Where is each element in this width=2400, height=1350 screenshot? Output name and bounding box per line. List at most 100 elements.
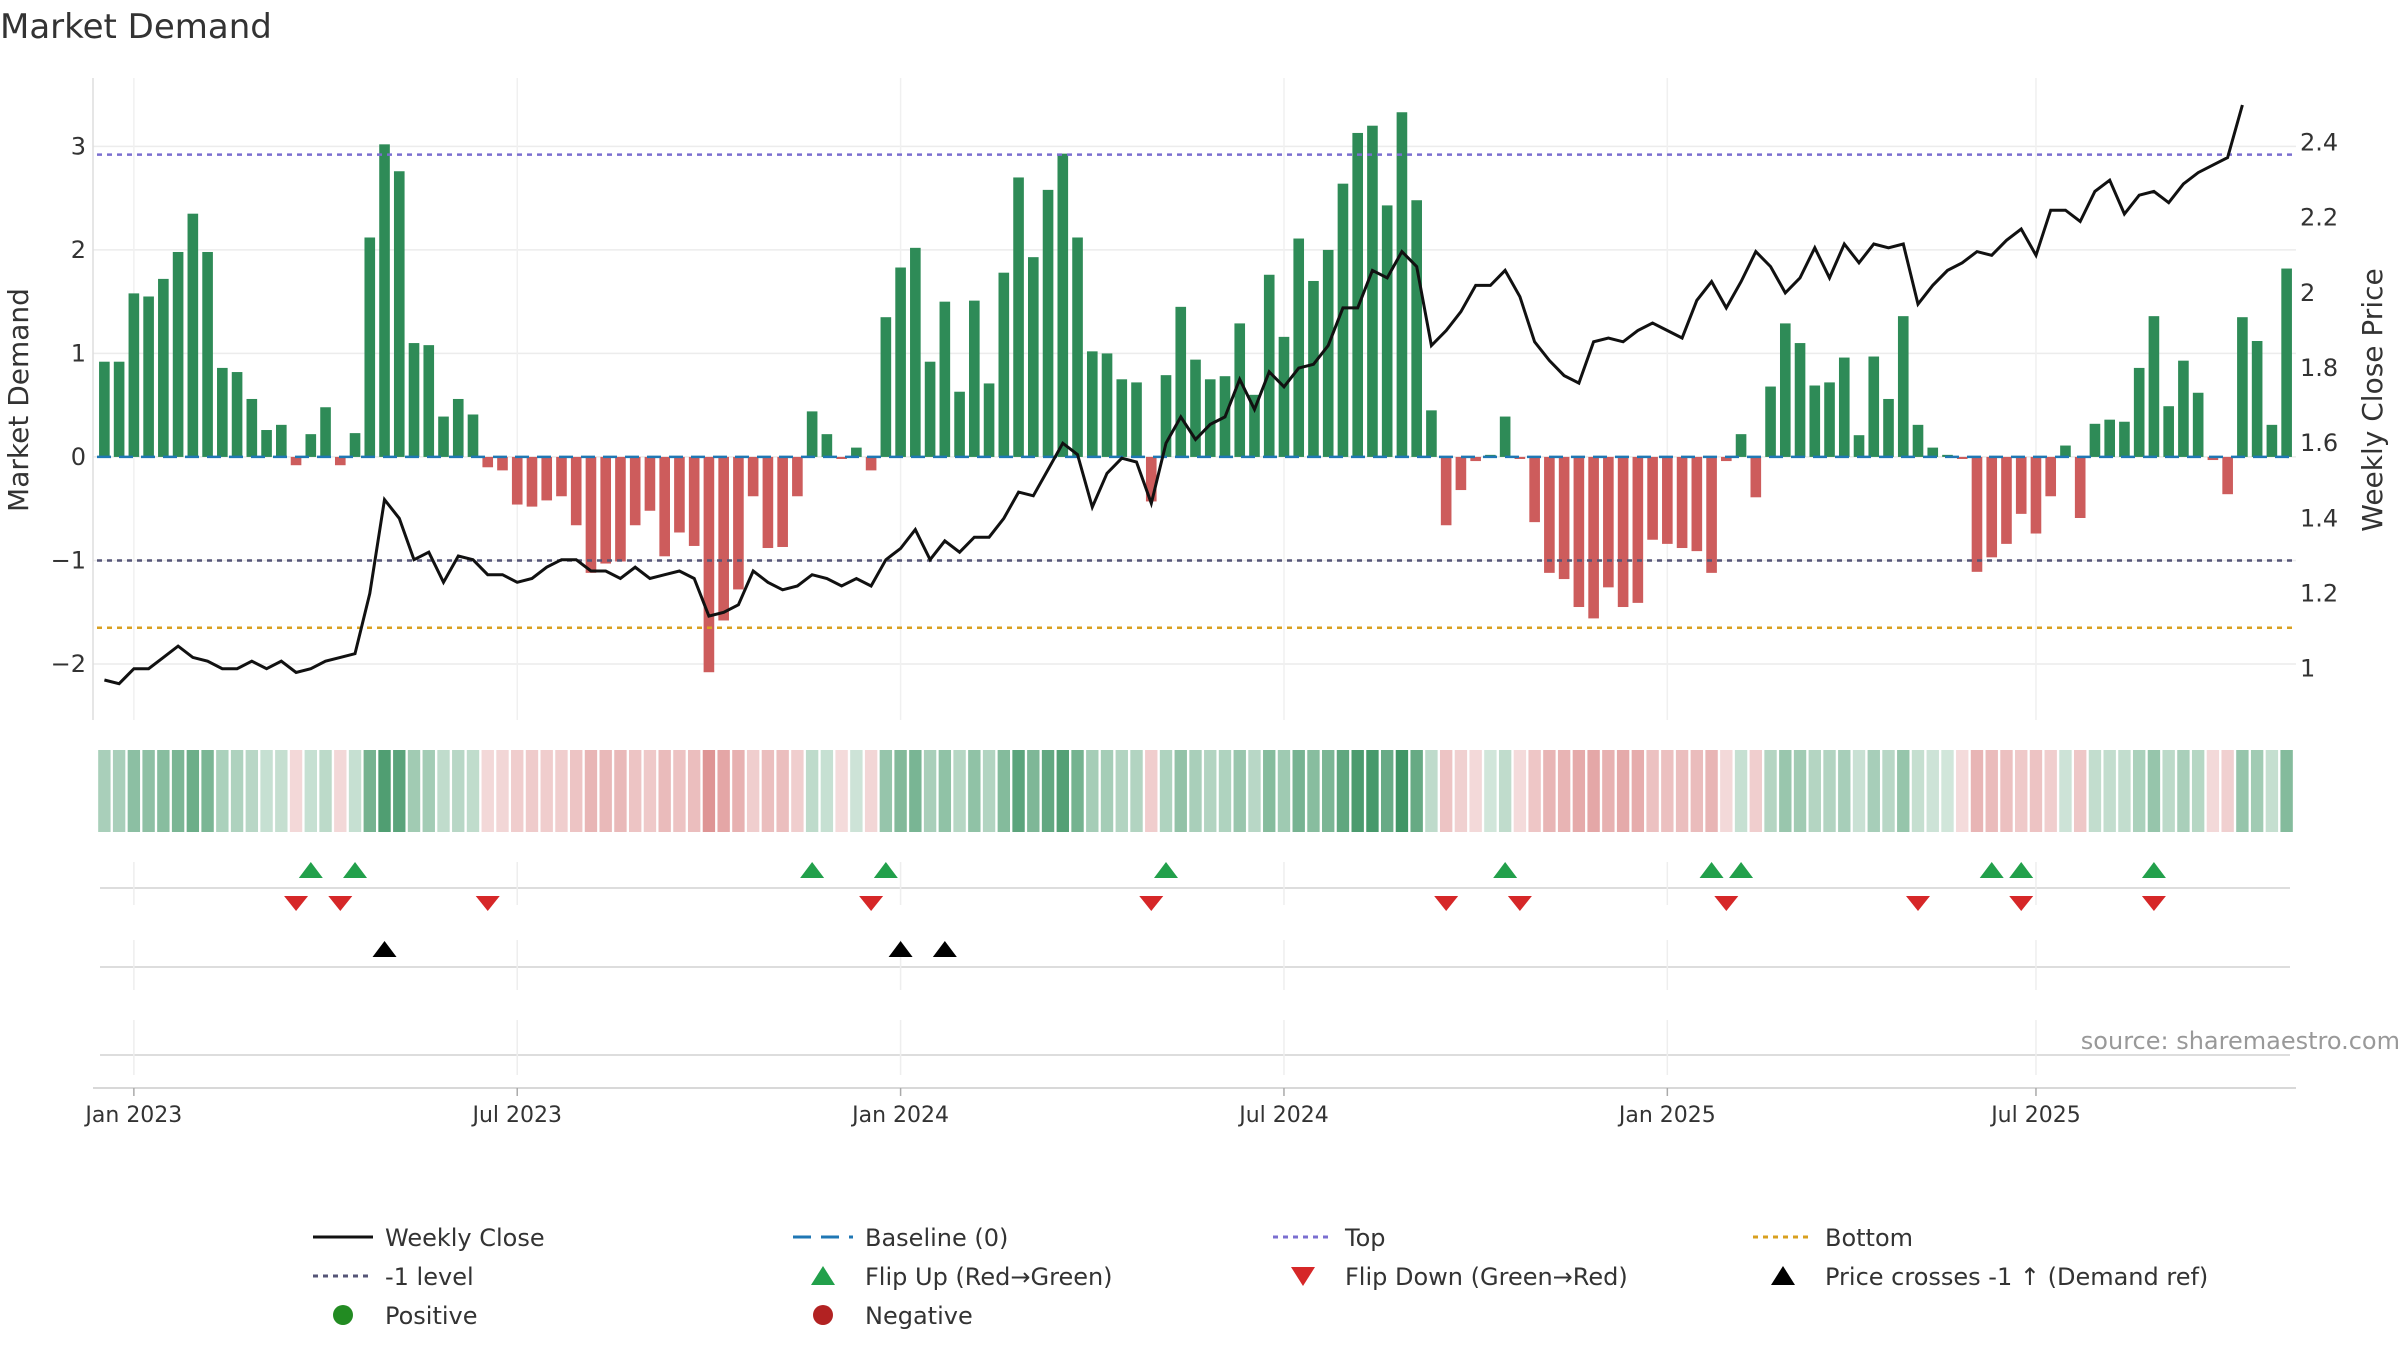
- heat-cell: [805, 750, 819, 832]
- demand-bar: [1027, 257, 1039, 457]
- heat-cell: [923, 750, 937, 832]
- heat-cell: [835, 750, 848, 832]
- heat-cell: [363, 750, 376, 832]
- flip-down-marker: [1434, 896, 1459, 911]
- reference-lines: [97, 153, 2294, 629]
- heat-cell: [2265, 750, 2279, 832]
- heat-cell: [850, 750, 863, 832]
- demand-bar: [511, 456, 523, 505]
- heat-cell: [452, 750, 465, 832]
- heat-cell: [643, 750, 657, 832]
- demand-bar: [423, 345, 435, 457]
- heat-cell: [982, 750, 996, 832]
- x-tick-label: Jan 2025: [1617, 1103, 1716, 1128]
- heat-cell: [746, 750, 760, 832]
- heat-cell: [1439, 750, 1453, 832]
- demand-heat-strip: [98, 750, 2293, 832]
- demand-bar: [290, 456, 302, 466]
- heat-cell: [658, 750, 671, 832]
- y-tick-label: 0: [71, 443, 86, 471]
- heat-cell: [1484, 750, 1497, 832]
- flip-up-marker: [1979, 862, 2004, 878]
- demand-bar: [969, 300, 980, 457]
- heat-cell: [1100, 750, 1114, 832]
- flip-down-marker: [2009, 896, 2034, 911]
- heat-cell: [2088, 750, 2102, 832]
- heat-cell: [1897, 750, 1910, 832]
- demand-bar: [1131, 382, 1142, 457]
- heat-cell: [1218, 750, 1232, 832]
- heat-cell: [1764, 750, 1777, 832]
- flip-up-marker: [298, 862, 323, 878]
- demand-bar: [688, 456, 700, 546]
- demand-bar: [1367, 125, 1378, 457]
- flip-down-marker: [1906, 896, 1931, 911]
- demand-bar: [895, 267, 906, 457]
- flip-up-marker: [1729, 862, 1754, 878]
- y2-tick-label: 2.4: [2300, 129, 2338, 157]
- legend-item: Baseline (0): [793, 1224, 1008, 1252]
- heat-cell: [1646, 750, 1659, 832]
- heat-cell: [2118, 750, 2131, 832]
- heat-cell: [1380, 750, 1394, 832]
- heat-cell: [1882, 750, 1895, 832]
- heat-cell: [761, 750, 775, 832]
- heat-cell: [1233, 750, 1246, 832]
- demand-bar: [1912, 424, 1924, 457]
- heat-cell: [2059, 750, 2072, 832]
- heat-cell: [1159, 750, 1173, 832]
- demand-bar: [305, 434, 317, 457]
- demand-bar: [467, 414, 479, 457]
- heat-cell: [1056, 750, 1069, 832]
- heat-cell: [127, 750, 141, 832]
- demand-bar: [172, 251, 184, 457]
- demand-bar: [276, 424, 287, 457]
- heat-cell: [1543, 750, 1556, 832]
- heat-cell: [2147, 750, 2161, 832]
- weekly-close-line: [104, 104, 2244, 686]
- heat-cell: [717, 750, 730, 832]
- demand-bar: [231, 372, 243, 457]
- legend-label: -1 level: [385, 1263, 474, 1291]
- demand-bar: [2089, 423, 2101, 457]
- heat-cell: [230, 750, 244, 832]
- heat-cell: [1425, 750, 1438, 832]
- heat-cell: [1911, 750, 1925, 832]
- heat-cell: [1587, 750, 1600, 832]
- demand-bar: [1544, 456, 1555, 573]
- demand-bar: [865, 456, 877, 471]
- heat-cell: [953, 750, 966, 832]
- heat-cell: [1145, 750, 1158, 832]
- chart-title: Market Demand: [0, 7, 272, 47]
- demand-bar: [2251, 341, 2263, 457]
- demand-bar: [1396, 112, 1408, 457]
- heat-cell: [2280, 750, 2293, 832]
- demand-bar: [1824, 382, 1835, 457]
- demand-bar: [99, 361, 110, 457]
- heat-cell: [1926, 750, 1939, 832]
- heat-cell: [1041, 750, 1055, 832]
- heat-cell: [555, 750, 568, 832]
- x-tick-label: Jul 2023: [470, 1103, 562, 1128]
- heat-cell: [1779, 750, 1792, 832]
- demand-bar: [2074, 456, 2086, 518]
- heat-cell: [1616, 750, 1630, 832]
- demand-bar: [1662, 456, 1673, 544]
- heat-cell: [879, 750, 893, 832]
- heat-cell: [1336, 750, 1350, 832]
- heat-cell: [968, 750, 981, 832]
- price-cross-marker: [888, 941, 913, 957]
- heat-cell: [1277, 750, 1291, 832]
- y-tick-label: 2: [71, 236, 86, 264]
- flip-up-marker: [1154, 862, 1179, 878]
- flip-up-marker: [1699, 862, 1724, 878]
- flip-down-marker: [1139, 896, 1164, 911]
- demand-bar: [1116, 379, 1128, 457]
- heat-cell: [864, 750, 878, 832]
- demand-bar: [1647, 456, 1658, 540]
- demand-bar: [1072, 237, 1083, 457]
- heat-cell: [1189, 750, 1202, 832]
- heat-cell: [1823, 750, 1836, 832]
- heat-cell: [1528, 750, 1541, 832]
- legend-label: Price crosses -1 ↑ (Demand ref): [1825, 1263, 2208, 1291]
